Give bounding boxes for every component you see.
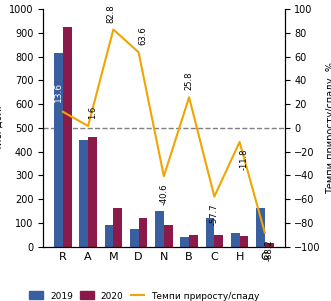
Text: 82.8: 82.8 (106, 4, 115, 23)
Bar (54, 53, 63, 247)
Text: -57.7: -57.7 (210, 203, 219, 225)
Bar (189, 235, 198, 247)
Text: 25.8: 25.8 (185, 72, 194, 90)
Bar (164, 225, 173, 247)
Bar (240, 236, 249, 247)
Bar (139, 218, 147, 247)
Text: -88.2: -88.2 (264, 240, 273, 261)
Y-axis label: Тис. дол.: Тис. дол. (0, 105, 3, 151)
Y-axis label: Темпи приросту/спаду, %: Темпи приросту/спаду, % (326, 62, 331, 194)
Bar (231, 233, 240, 247)
Bar (206, 218, 214, 247)
Text: -40.6: -40.6 (159, 183, 168, 205)
Bar (63, 27, 72, 247)
Legend: 2019, 2020, Темпи приросту/спаду: 2019, 2020, Темпи приросту/спаду (25, 288, 263, 301)
Bar (256, 208, 265, 247)
Bar (113, 208, 122, 247)
Text: -11.8: -11.8 (239, 149, 248, 170)
Bar (155, 211, 164, 247)
Bar (180, 237, 189, 247)
Bar (214, 235, 223, 247)
Bar (265, 243, 274, 247)
Bar (105, 225, 113, 247)
Text: 13.6: 13.6 (54, 82, 63, 102)
Bar (130, 229, 139, 247)
Bar (88, 138, 97, 247)
Bar (79, 140, 88, 247)
Text: 63.6: 63.6 (138, 26, 147, 45)
Text: 1.6: 1.6 (88, 106, 97, 119)
